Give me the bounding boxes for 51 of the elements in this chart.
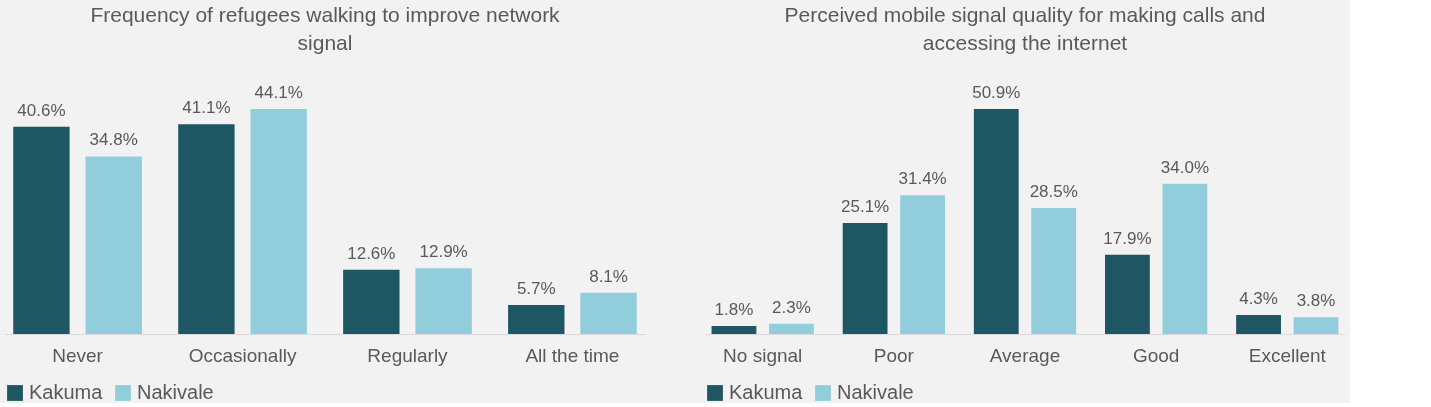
data-label: 4.3% — [1239, 288, 1278, 308]
bar — [250, 109, 307, 334]
chart-title: Frequency of refugees walking to improve network signal — [90, 3, 561, 54]
legend-label: Nakivale — [137, 381, 214, 403]
data-label: 28.5% — [1029, 182, 1078, 202]
bar — [769, 323, 814, 334]
data-label: 44.1% — [254, 83, 303, 102]
data-label: 1.8% — [714, 300, 754, 320]
x-tick-label: Poor — [873, 344, 915, 366]
data-label: 5.7% — [516, 278, 556, 298]
bar — [973, 109, 1019, 334]
x-tick-label: No signal — [723, 344, 803, 366]
bar — [178, 124, 235, 334]
x-tick-label: Regularly — [367, 344, 449, 366]
x-tick-label: Average — [989, 344, 1061, 366]
bar — [415, 268, 472, 334]
bar — [1293, 317, 1339, 334]
legend-label: Nakivale — [837, 381, 914, 403]
x-tick-label: Excellent — [1248, 344, 1327, 366]
data-label: 25.1% — [841, 197, 890, 217]
bar — [580, 292, 637, 334]
bar — [842, 223, 888, 334]
data-label: 34.8% — [89, 130, 138, 150]
bar — [85, 156, 142, 334]
bar — [1162, 183, 1208, 334]
x-tick-label: Good — [1132, 344, 1180, 366]
x-tick-label: Never — [52, 344, 104, 366]
bar — [13, 126, 70, 334]
bar — [711, 326, 757, 334]
bar — [1236, 314, 1281, 334]
chart-title: Perceived mobile signal quality for making calls and accessing the internet — [784, 3, 1266, 54]
legend-label: Kakuma — [729, 381, 804, 403]
bar — [343, 269, 400, 334]
bar — [1031, 208, 1077, 334]
data-label: 34.0% — [1160, 157, 1209, 177]
data-label: 17.9% — [1103, 228, 1152, 248]
data-label: 50.9% — [972, 83, 1021, 102]
data-label: 3.8% — [1296, 291, 1336, 311]
data-label: 41.1% — [182, 98, 231, 118]
x-tick-label: All the time — [525, 344, 620, 366]
bar — [508, 304, 565, 334]
x-tick-label: Occasionally — [188, 344, 297, 366]
data-label: 40.6% — [17, 100, 66, 120]
data-label: 2.3% — [772, 297, 811, 317]
data-label: 12.6% — [347, 243, 396, 263]
legend-label: Kakuma — [29, 381, 104, 403]
data-label: 12.9% — [419, 242, 468, 262]
bar — [900, 195, 945, 334]
data-label: 8.1% — [589, 266, 628, 286]
data-label: 31.4% — [898, 169, 947, 189]
bar — [1105, 254, 1150, 334]
